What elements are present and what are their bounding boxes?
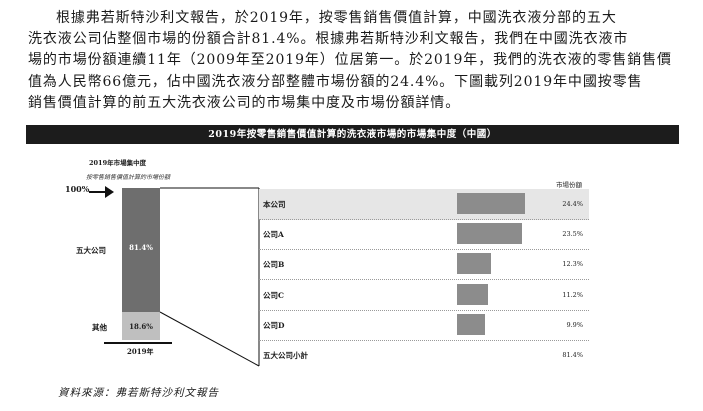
share-bar	[457, 193, 525, 214]
source-note: 資料來源：弗若斯特沙利文報告	[58, 387, 219, 399]
stack-baseline	[104, 342, 172, 344]
share-row-label: 五大公司小計	[263, 351, 308, 360]
chart-banner-title: 2019年按零售銷售價值計算的洗衣液市場的市場集中度（中國）	[26, 125, 679, 144]
stack-bar-top5	[122, 188, 160, 312]
paragraph-line: 銷售價值計算的前五大洗衣液公司的市場集中度及市場份額詳情。	[28, 94, 461, 111]
share-bar	[457, 223, 523, 245]
share-bar	[457, 313, 485, 335]
share-value-label: 12.3%	[562, 260, 583, 269]
share-row: 本公司 24.4%	[259, 189, 589, 220]
share-row: 五大公司小計 81.4%	[259, 340, 589, 371]
share-value-label: 9.9%	[566, 320, 583, 329]
share-value-label: 23.5%	[562, 230, 583, 239]
paragraph-line: 洗衣液公司佔整個市場的份額合計81.4%。根據弗若斯特沙利文報告，我們在中國洗衣…	[28, 31, 629, 48]
arrow-shaft	[89, 191, 107, 193]
share-row-label: 公司D	[263, 320, 285, 330]
stack-chart-title: 2019年市場集中度	[89, 159, 147, 167]
hundred-percent-label: 100%	[65, 184, 90, 194]
share-row: 公司C 11.2%	[259, 280, 589, 311]
paragraph-line: 根據弗若斯特沙利文報告，於2019年，按零售銷售價值計算，中國洗衣液分部的五大	[56, 10, 617, 26]
row-divider	[259, 279, 589, 281]
intro-paragraph: 根據弗若斯特沙利文報告，於2019年，按零售銷售價值計算，中國洗衣液分部的五大 …	[28, 8, 680, 114]
stack-bar-top5-value: 81.4%	[129, 243, 153, 252]
stack-label-others: 其他	[92, 323, 107, 332]
share-column-header: 市場份額	[556, 181, 582, 189]
row-divider	[259, 249, 589, 251]
share-bar	[457, 253, 492, 275]
share-row-label: 公司B	[263, 260, 285, 270]
share-value-label: 81.4%	[562, 351, 583, 359]
share-row: 公司A 23.5%	[259, 219, 589, 251]
connector-bottom-line	[159, 311, 260, 367]
row-divider	[259, 309, 589, 311]
stack-bar-others-value: 18.6%	[129, 322, 153, 331]
stack-label-top5: 五大公司	[76, 246, 106, 255]
stack-bar-others	[122, 312, 160, 340]
paragraph-line: 場的市場份額連續11年（2009年至2019年）位居第一。於2019年，我們的洗…	[28, 52, 672, 69]
right-arrow-icon	[105, 186, 114, 198]
row-divider	[259, 219, 589, 220]
paragraph-line: 值為人民幣66億元，佔中國洗衣液分部整體市場份額的24.4%。下圖載列2019年…	[28, 73, 643, 90]
share-row-label: 本公司	[263, 200, 286, 209]
stack-year-label: 2019年	[127, 347, 154, 356]
share-bar	[457, 283, 489, 305]
share-row: 公司D 9.9%	[259, 310, 589, 341]
share-value-label: 11.2%	[562, 290, 583, 299]
share-row-label: 公司A	[263, 230, 284, 240]
row-divider	[259, 339, 589, 341]
stack-chart-subtitle: 按零售銷售價值計算的市場份額	[86, 174, 171, 181]
share-row: 公司B 12.3%	[259, 249, 589, 281]
share-row-label: 公司C	[263, 290, 284, 300]
share-value-label: 24.4%	[562, 200, 583, 208]
